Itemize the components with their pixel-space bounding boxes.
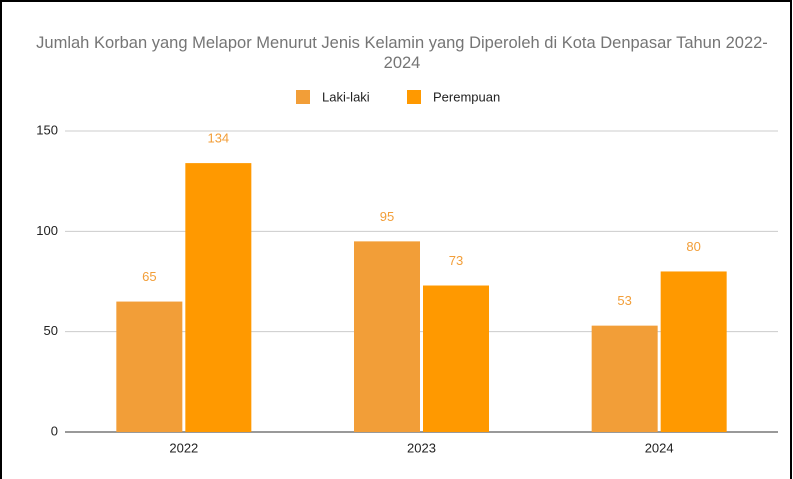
data-label: 53 [617, 293, 631, 308]
y-tick-label: 50 [44, 323, 58, 338]
bar [354, 241, 420, 432]
data-label: 134 [207, 131, 229, 146]
x-tick-label: 2023 [407, 440, 436, 455]
legend-label: Laki-laki [322, 89, 370, 104]
bar [423, 285, 489, 432]
bar [660, 271, 727, 432]
y-tick-label: 0 [51, 423, 58, 438]
x-tick-label: 2024 [645, 440, 674, 455]
y-tick-label: 150 [36, 122, 58, 137]
data-label: 65 [142, 269, 156, 284]
legend-label: Perempuan [433, 89, 500, 104]
data-label: 95 [380, 209, 394, 224]
bar [185, 163, 252, 432]
legend-swatch [407, 90, 421, 104]
chart-title: Jumlah Korban yang Melapor Menurut Jenis… [36, 34, 768, 72]
bar [116, 301, 183, 432]
y-tick-label: 100 [36, 223, 58, 238]
bar [591, 325, 658, 432]
legend-swatch [296, 90, 310, 104]
x-tick-label: 2022 [169, 440, 198, 455]
data-label: 73 [449, 253, 463, 268]
data-label: 80 [686, 239, 700, 254]
